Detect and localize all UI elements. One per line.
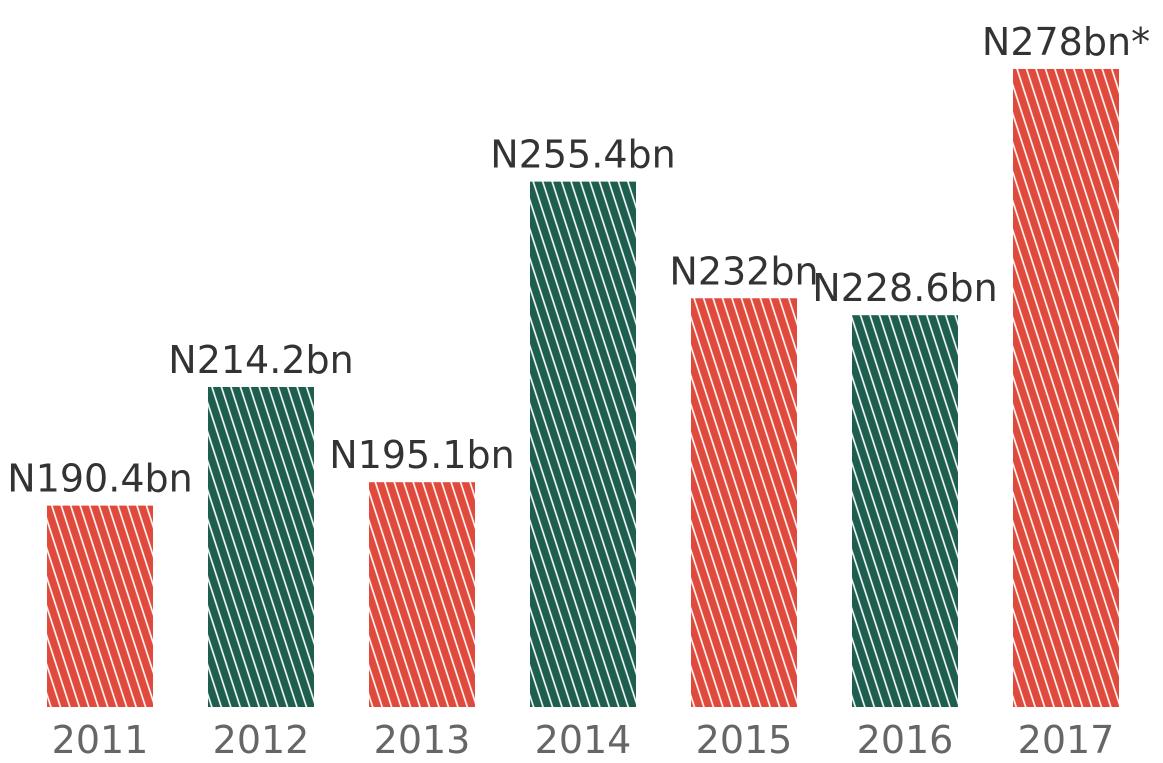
x-tick-label: 2014 <box>535 718 632 762</box>
x-tick-label: 2013 <box>374 718 471 762</box>
x-tick-label: 2012 <box>213 718 310 762</box>
bar <box>47 505 153 707</box>
value-label: N232bn <box>669 249 818 293</box>
value-label: N255.4bn <box>490 133 675 177</box>
x-tick-label: 2016 <box>857 718 954 762</box>
bar <box>691 298 797 707</box>
value-label: N195.1bn <box>329 433 514 477</box>
x-tick-label: 2011 <box>52 718 149 762</box>
x-tick-label: 2015 <box>696 718 793 762</box>
value-label: N228.6bn <box>812 266 997 310</box>
bar <box>1013 68 1119 707</box>
bar <box>369 482 475 707</box>
bar <box>852 315 958 707</box>
bar <box>530 181 636 708</box>
x-tick-label: 2017 <box>1018 718 1115 762</box>
value-label: N278bn* <box>982 20 1150 64</box>
value-label: N190.4bn <box>7 457 192 501</box>
bar <box>208 386 314 707</box>
value-label: N214.2bn <box>168 338 353 382</box>
